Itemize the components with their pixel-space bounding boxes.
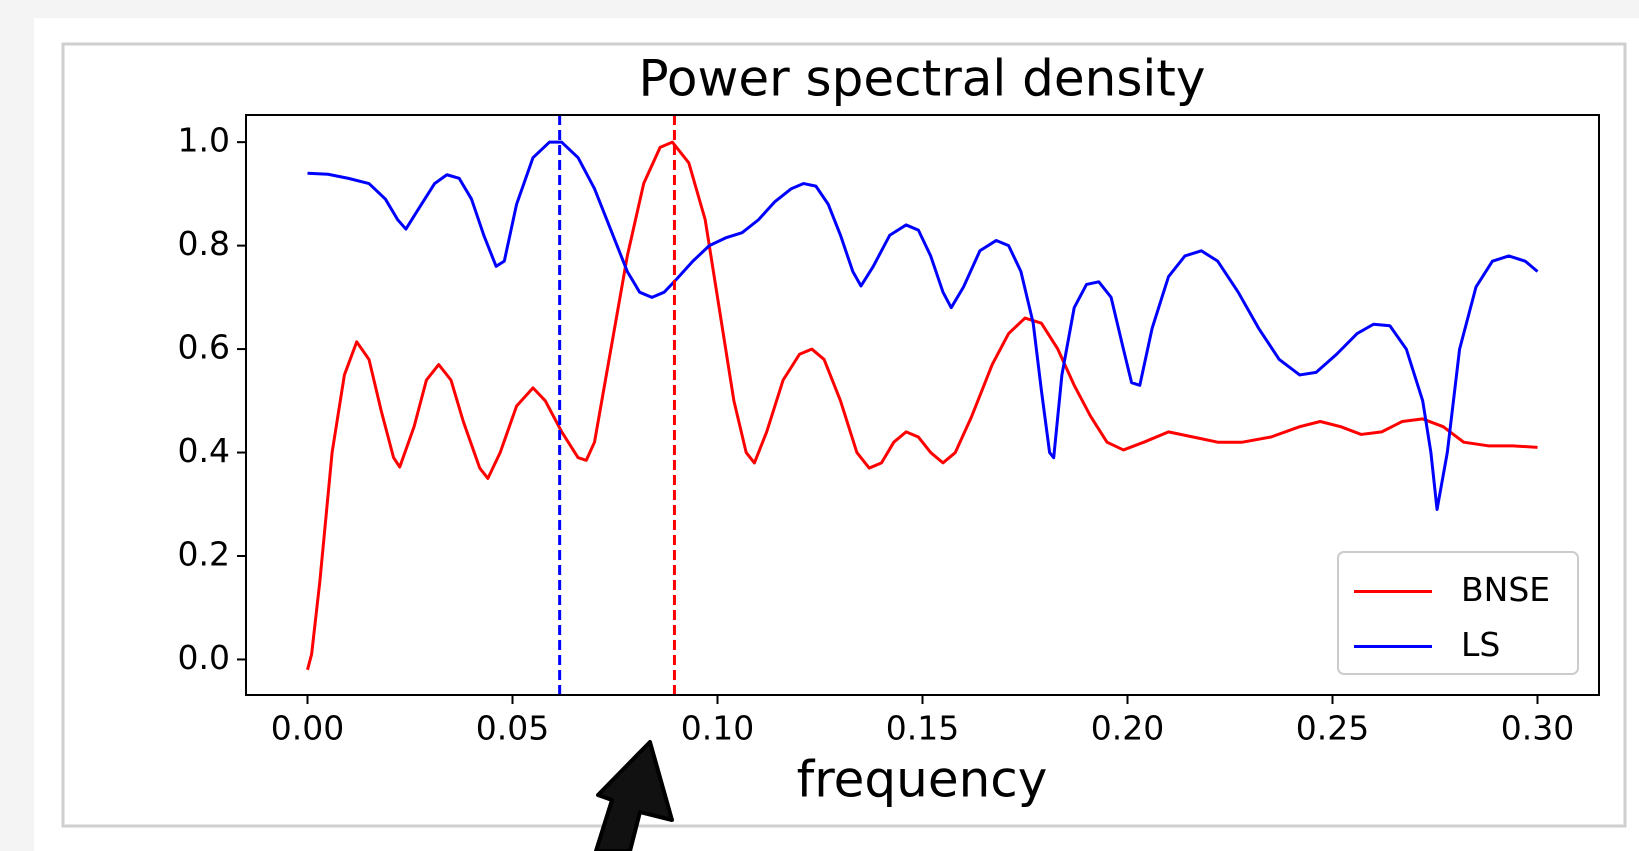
y-tick-label: 0.2: [178, 535, 230, 574]
x-tick-label: 0.10: [681, 709, 754, 748]
y-tick-label: 1.0: [178, 121, 230, 160]
plot-frame: [245, 114, 1600, 696]
x-tick-label: 0.25: [1296, 709, 1369, 748]
series-line: [306, 140, 1538, 671]
y-tick-label: 0.0: [178, 638, 230, 677]
y-tick-label: 0.4: [178, 431, 230, 470]
x-tick-label: 0.15: [886, 709, 959, 748]
legend-label: LS: [1461, 625, 1500, 664]
x-tick-label: 0.20: [1091, 709, 1164, 748]
chart-title: Power spectral density: [638, 50, 1205, 108]
x-axis-label: frequency: [797, 751, 1048, 809]
arrow: [594, 740, 674, 851]
legend-label: BNSE: [1461, 570, 1550, 609]
x-tick-label: 0.00: [271, 709, 344, 748]
series-line: [307, 140, 1539, 511]
x-tick-label: 0.30: [1501, 709, 1574, 748]
legend: BNSE LS: [1337, 551, 1579, 675]
y-tick-label: 0.8: [178, 224, 230, 263]
legend-box: [1337, 551, 1579, 675]
arrow-scribble: [594, 740, 674, 851]
y-tick-label: 0.6: [178, 328, 230, 367]
x-tick-label: 0.05: [476, 709, 549, 748]
